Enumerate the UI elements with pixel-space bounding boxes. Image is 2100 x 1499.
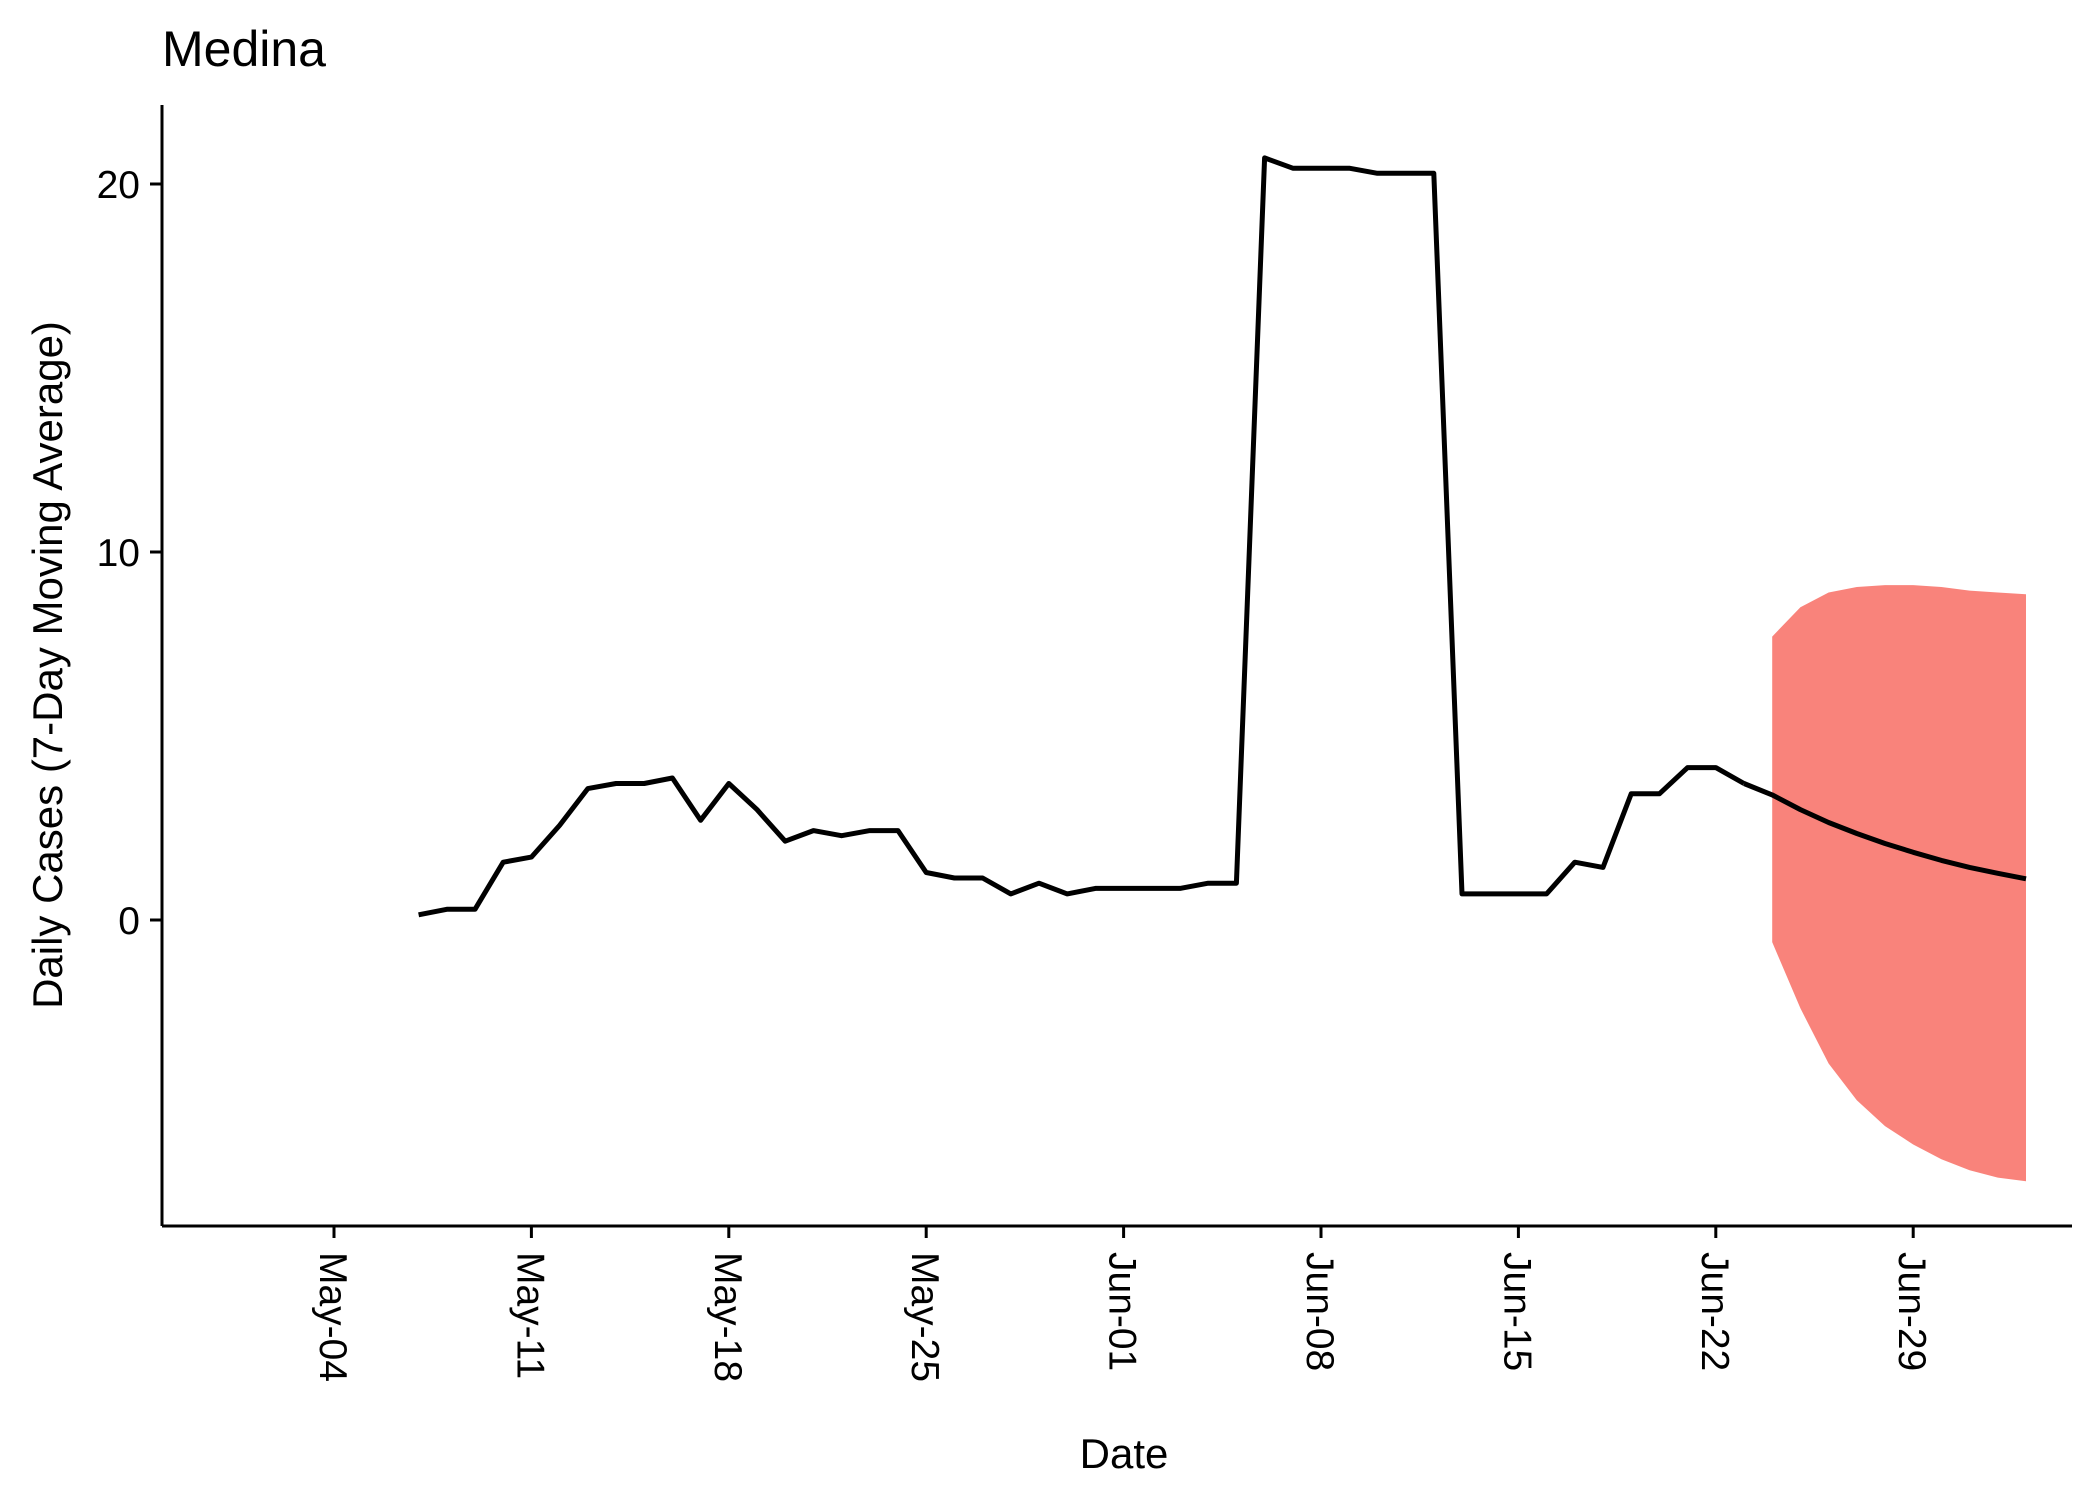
forecast-line xyxy=(1743,781,2027,882)
series-line-layer xyxy=(418,155,2027,918)
y-axis-title: Daily Cases (7-Day Moving Average) xyxy=(24,321,71,1009)
y-tick-label: 10 xyxy=(97,532,140,575)
y-tick-label: 0 xyxy=(118,900,140,943)
x-tick-label: Jun-08 xyxy=(1298,1252,1341,1371)
chart-title: Medina xyxy=(162,21,326,77)
x-tick-label: May-11 xyxy=(508,1252,551,1379)
x-tick-label: May-18 xyxy=(706,1252,749,1382)
x-tick-label: Jun-15 xyxy=(1495,1252,1538,1371)
forecast-band-layer xyxy=(1772,585,2026,1182)
x-axis-title: Date xyxy=(1080,1430,1169,1477)
forecast-band xyxy=(1772,585,2026,1182)
y-tick-label: 20 xyxy=(97,164,140,207)
cases-line xyxy=(418,155,1746,918)
x-tick-label: May-04 xyxy=(311,1252,354,1382)
y-ticks: 0 10 20 xyxy=(97,164,162,943)
x-ticks: May-04 May-11 May-18 May-25 Jun-01 Jun-08 Jun-… xyxy=(311,1226,1933,1382)
axes: 0 10 20 May-04 May-11 May-18 May-25 Jun-01 Jun-… xyxy=(97,105,2072,1382)
x-tick-label: Jun-29 xyxy=(1890,1252,1933,1371)
x-tick-label: Jun-01 xyxy=(1101,1252,1144,1371)
x-tick-label: May-25 xyxy=(903,1252,946,1382)
x-tick-label: Jun-22 xyxy=(1693,1252,1736,1371)
